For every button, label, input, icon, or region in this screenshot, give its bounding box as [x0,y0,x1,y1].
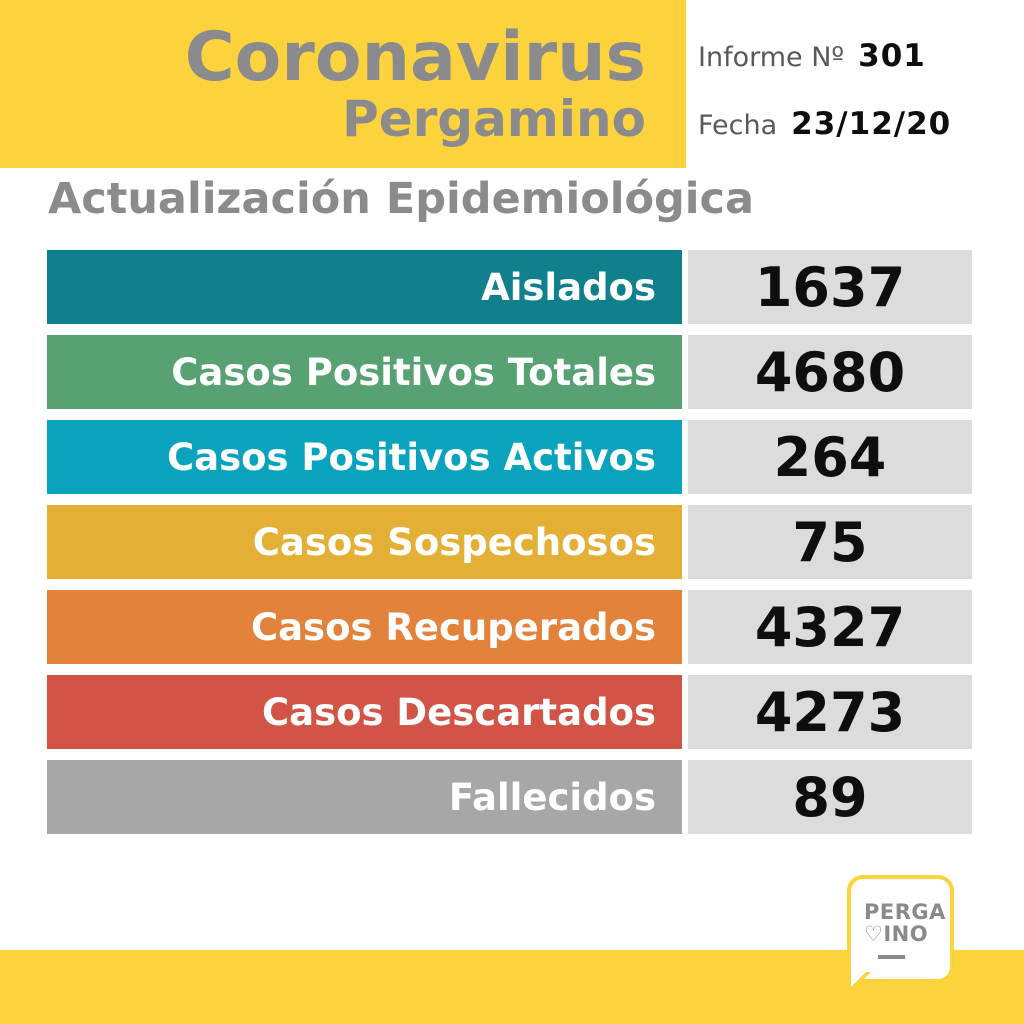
stat-value: 4273 [688,675,972,749]
report-date-label: Fecha [698,110,778,141]
report-date-row: Fecha 23/12/20 [698,106,1018,142]
stat-value: 264 [688,420,972,494]
stat-row: Fallecidos 89 [47,760,972,834]
heart-icon: ♡ [864,922,884,947]
page-title: Coronavirus [184,18,646,97]
report-number-value: 301 [858,38,926,74]
stat-row: Aislados 1637 [47,250,972,324]
stat-row: Casos Descartados 4273 [47,675,972,749]
report-date-value: 23/12/20 [791,106,952,142]
stat-row: Casos Positivos Totales 4680 [47,335,972,409]
stat-value: 75 [688,505,972,579]
logo-underline [878,954,905,959]
page-subtitle: Pergamino [342,90,646,148]
stat-row: Casos Positivos Activos 264 [47,420,972,494]
stat-row: Casos Sospechosos 75 [47,505,972,579]
stat-row: Casos Recuperados 4327 [47,590,972,664]
stat-label: Casos Positivos Activos [47,420,682,494]
report-meta: Informe Nº 301 Fecha 23/12/20 [698,38,1018,142]
stat-label: Aislados [47,250,682,324]
section-title: Actualización Epidemiológica [48,174,755,224]
stat-label: Fallecidos [47,760,682,834]
header-band: Coronavirus Pergamino [0,0,686,168]
report-number-label: Informe Nº [698,42,845,73]
speech-bubble-tail [851,969,869,987]
stat-label: Casos Positivos Totales [47,335,682,409]
stat-label: Casos Recuperados [47,590,682,664]
pergamino-logo: PERGA ♡INO [847,875,954,996]
stat-value: 4680 [688,335,972,409]
stat-value: 4327 [688,590,972,664]
stat-label: Casos Sospechosos [47,505,682,579]
stat-label: Casos Descartados [47,675,682,749]
report-number-row: Informe Nº 301 [698,38,1018,74]
stats-table: Aislados 1637 Casos Positivos Totales 46… [47,250,972,845]
stat-value: 89 [688,760,972,834]
logo-line-1: PERGA [864,900,946,924]
logo-line-2-text: INO [883,922,929,947]
stat-value: 1637 [688,250,972,324]
logo-text: PERGA ♡INO [851,879,950,959]
logo-line-2: ♡INO [864,923,950,945]
